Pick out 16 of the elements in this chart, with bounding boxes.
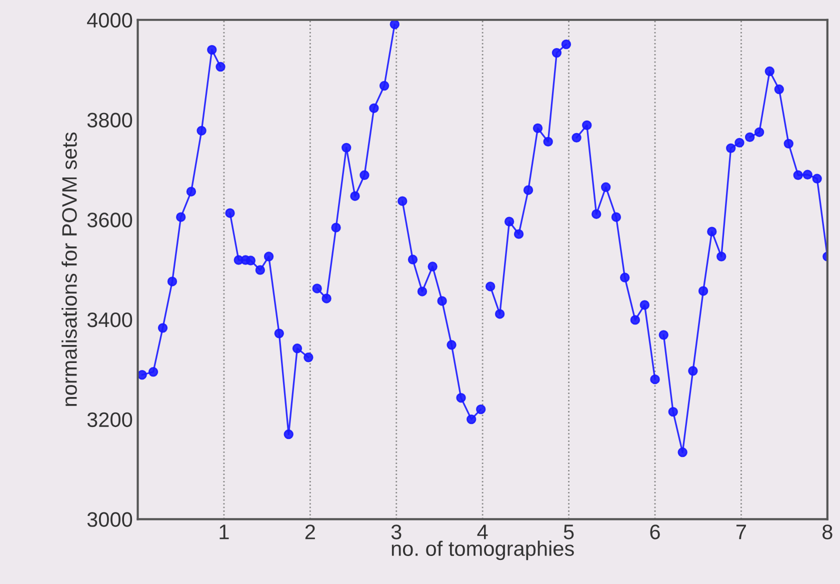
x-tick-label: 4 bbox=[477, 524, 488, 540]
y-tick-label: 3800 bbox=[87, 112, 132, 128]
x-tick-label: 3 bbox=[391, 524, 402, 540]
x-tick-label: 7 bbox=[736, 524, 746, 540]
x-tick-label: 2 bbox=[305, 524, 315, 540]
x-tick-label: 8 bbox=[822, 524, 832, 540]
x-axis-title: no. of tomographies bbox=[392, 540, 574, 560]
x-tick-label: 1 bbox=[220, 524, 229, 540]
y-tick-label: 3200 bbox=[87, 412, 132, 428]
y-tick-label: 4000 bbox=[87, 12, 132, 28]
y-tick-label: 3400 bbox=[87, 312, 132, 328]
y-tick-label: 3600 bbox=[87, 212, 132, 228]
x-tick-label: 5 bbox=[564, 524, 574, 540]
x-tick-label: 6 bbox=[650, 524, 660, 540]
y-tick-label: 3000 bbox=[87, 512, 132, 527]
y-axis-title: normalisations for POVM sets bbox=[62, 132, 77, 406]
